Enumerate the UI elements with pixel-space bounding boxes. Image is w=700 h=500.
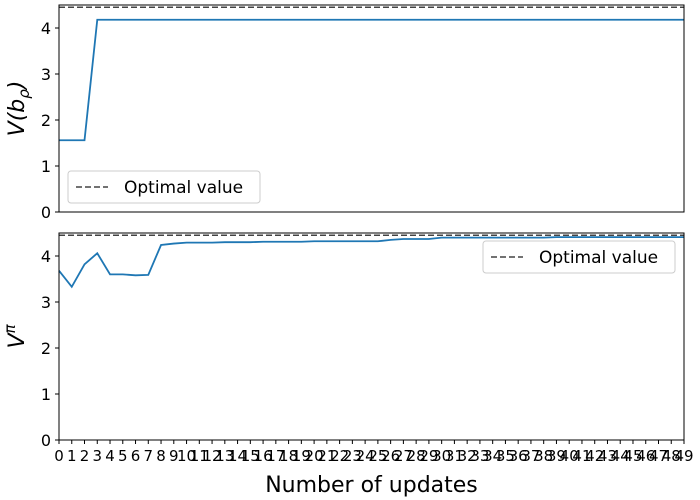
x-tick-label: 34 (483, 447, 502, 465)
y-tick-label: 0 (41, 203, 51, 222)
x-tick-label: 40 (560, 447, 579, 465)
x-tick-label: 45 (623, 447, 642, 465)
x-tick-label: 14 (228, 447, 247, 465)
x-tick-label: 23 (343, 447, 362, 465)
x-tick-label: 27 (394, 447, 413, 465)
legend-label: Optimal value (539, 248, 658, 268)
x-tick-label: 35 (496, 447, 515, 465)
x-tick-label: 28 (407, 447, 426, 465)
x-tick-label: 13 (215, 447, 234, 465)
y-tick-label: 0 (41, 431, 51, 450)
top-panel: 0 1 2 3 4 V(bρ) Optimal value (5, 4, 685, 222)
y-tick-label: 3 (41, 65, 51, 84)
x-tick-label: 25 (368, 447, 387, 465)
x-tick-label: 37 (521, 447, 540, 465)
axis-frame (58, 232, 685, 441)
x-tick-label: 46 (636, 447, 655, 465)
x-tick-label: 39 (547, 447, 566, 465)
x-tick-label: 11 (190, 447, 209, 465)
x-tick-label: 5 (118, 447, 128, 465)
series-line-0 (59, 18, 684, 142)
series-line-0 (58, 236, 684, 289)
x-tick-label: 2 (80, 447, 90, 465)
y-tick-label: 4 (41, 247, 51, 266)
y-tick-label: 3 (41, 293, 51, 312)
x-tick-label: 42 (585, 447, 604, 465)
x-tick-label: 6 (131, 447, 141, 465)
x-tick-label: 0 (54, 447, 64, 465)
x-axis-label: Number of updates (265, 473, 478, 498)
legend-box (67, 170, 261, 204)
y-tick-label: 1 (41, 157, 51, 176)
x-tick-label: 47 (649, 447, 668, 465)
x-tick-label: 49 (674, 447, 693, 465)
x-tick-label: 29 (419, 447, 438, 465)
x-tick-label: 7 (144, 447, 154, 465)
x-tick-label: 31 (445, 447, 464, 465)
x-tick-label: 20 (305, 447, 324, 465)
x-tick-label: 48 (662, 447, 681, 465)
x-tick-label: 10 (177, 447, 196, 465)
legend: Optimal value (67, 170, 261, 204)
x-tick-label: 32 (458, 447, 477, 465)
x-tick-label: 16 (254, 447, 273, 465)
legend-box (482, 240, 676, 274)
x-tick-label: 15 (241, 447, 260, 465)
x-tick-label: 21 (317, 447, 336, 465)
x-tick-label: 4 (105, 447, 115, 465)
y-tick-label: 4 (41, 19, 51, 38)
x-tick-label: 8 (156, 447, 166, 465)
x-tick-label: 18 (279, 447, 298, 465)
x-tick-label: 44 (611, 447, 630, 465)
x-tick-label: 12 (203, 447, 222, 465)
x-tick-label: 17 (266, 447, 285, 465)
axis-frame (58, 4, 685, 213)
x-tick-label: 43 (598, 447, 617, 465)
x-tick-label: 33 (470, 447, 489, 465)
y-tick-label: 2 (41, 339, 51, 358)
y-axis-label: V(bρ) (5, 81, 33, 137)
x-tick-label: 19 (292, 447, 311, 465)
x-tick-label: 30 (432, 447, 451, 465)
x-tick-label: 22 (330, 447, 349, 465)
x-tick-label: 26 (381, 447, 400, 465)
y-axis-label: Vπ (1, 323, 30, 348)
x-tick-label: 41 (572, 447, 591, 465)
x-tick-label: 24 (356, 447, 375, 465)
legend-label: Optimal value (124, 178, 243, 198)
x-tick-label: 9 (169, 447, 179, 465)
y-tick-label: 2 (41, 111, 51, 130)
legend: Optimal value (482, 240, 676, 274)
x-tick-label: 38 (534, 447, 553, 465)
x-tick-label: 36 (509, 447, 528, 465)
x-tick-label: 3 (92, 447, 102, 465)
y-tick-label: 1 (41, 385, 51, 404)
x-tick-label: 1 (67, 447, 77, 465)
